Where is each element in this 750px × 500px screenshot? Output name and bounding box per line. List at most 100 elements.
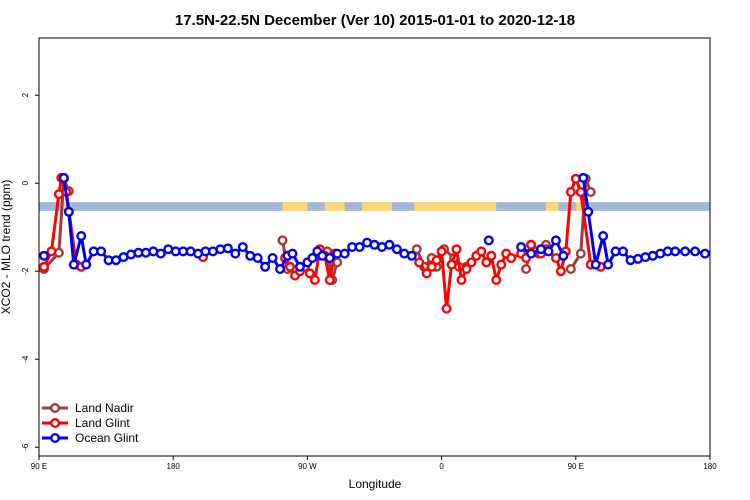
background-band: [39, 202, 710, 211]
x-tick-label: 90 E: [568, 462, 584, 471]
data-point: [411, 244, 422, 255]
data-point: [618, 246, 629, 257]
data-point: [550, 235, 561, 246]
legend-item: Land Nadir: [42, 401, 134, 415]
data-point: [431, 255, 442, 266]
land-band-segment: [61, 202, 67, 211]
data-point: [307, 252, 318, 263]
data-point: [38, 250, 49, 261]
data-point: [583, 206, 594, 217]
data-point: [565, 186, 576, 197]
y-tick-label: 2: [21, 92, 30, 97]
data-point: [384, 239, 395, 250]
legend-label: Land Glint: [75, 416, 130, 430]
data-point: [476, 246, 487, 257]
y-tick-label: -6: [21, 443, 30, 451]
data-point: [690, 246, 701, 257]
data-point: [456, 275, 467, 286]
land-band-segment: [545, 202, 559, 211]
plot-frame: [38, 37, 711, 457]
data-point: [46, 246, 57, 257]
land-band-segment: [362, 202, 392, 211]
data-point: [555, 266, 566, 277]
data-point: [406, 250, 417, 261]
data-point: [277, 235, 288, 246]
data-point: [558, 250, 569, 261]
data-point: [354, 241, 365, 252]
data-point: [267, 252, 278, 263]
x-tick-label: 90 E: [31, 462, 47, 471]
x-tick-label: 180: [703, 462, 717, 471]
data-point: [260, 261, 271, 272]
data-point: [339, 248, 350, 259]
data-point: [324, 252, 335, 263]
data-point: [521, 264, 532, 275]
data-point: [483, 235, 494, 246]
land-band-segment: [414, 202, 497, 211]
data-point: [526, 248, 537, 259]
data-point: [324, 275, 335, 286]
data-point: [391, 244, 402, 255]
data-point: [287, 248, 298, 259]
data-point: [700, 248, 711, 259]
data-point: [603, 259, 614, 270]
x-tick-label: 180: [167, 462, 181, 471]
data-point: [309, 275, 320, 286]
data-point: [252, 252, 263, 263]
legend-marker: [50, 403, 61, 414]
data-point: [506, 252, 517, 263]
data-point: [155, 248, 166, 259]
data-point: [68, 259, 79, 270]
x-axis: 90 E 180 90 W 0 90 E 180: [31, 456, 717, 471]
series-line: [417, 177, 601, 311]
data-point: [96, 246, 107, 257]
data-point: [441, 303, 452, 314]
data-point: [543, 246, 554, 257]
data-point: [585, 186, 596, 197]
legend-label: Land Nadir: [75, 401, 134, 415]
data-point: [285, 261, 296, 272]
legend-marker: [50, 433, 61, 444]
y-tick-label: -2: [21, 267, 30, 275]
data-point: [63, 206, 74, 217]
land-band-segment: [282, 202, 308, 211]
data-point: [230, 248, 241, 259]
data-point: [598, 230, 609, 241]
legend-label: Ocean Glint: [75, 431, 139, 445]
x-axis-label: Longitude: [349, 477, 402, 491]
data-point: [496, 259, 507, 270]
legend-item: Land Glint: [42, 416, 130, 430]
legend-marker: [50, 418, 61, 429]
series-layer: [38, 172, 711, 314]
data-point: [414, 257, 425, 268]
data-point: [481, 257, 492, 268]
data-point: [304, 268, 315, 279]
data-point: [76, 230, 87, 241]
x-tick-label: 0: [439, 462, 444, 471]
data-point: [81, 259, 92, 270]
y-tick-label: -4: [21, 355, 30, 363]
land-band-segment: [324, 202, 345, 211]
y-tick-label: 0: [21, 180, 30, 185]
data-point: [436, 246, 447, 257]
data-point: [451, 244, 462, 255]
data-point: [680, 246, 691, 257]
chart-title: 17.5N-22.5N December (Ver 10) 2015-01-01…: [175, 12, 575, 29]
data-point: [575, 248, 586, 259]
data-point: [275, 264, 286, 275]
data-point: [466, 257, 477, 268]
data-point: [294, 261, 305, 272]
data-point: [578, 172, 589, 183]
data-point: [516, 241, 527, 252]
data-point: [222, 243, 233, 254]
data-point: [565, 264, 576, 275]
land-band-segment: [575, 202, 586, 211]
legend-item: Ocean Glint: [42, 431, 139, 445]
y-axis-label: XCO2 - MLO trend (ppm): [0, 180, 13, 315]
data-point: [670, 246, 681, 257]
data-point: [461, 264, 472, 275]
series-ocean-glint: [38, 172, 711, 275]
data-point: [237, 241, 248, 252]
